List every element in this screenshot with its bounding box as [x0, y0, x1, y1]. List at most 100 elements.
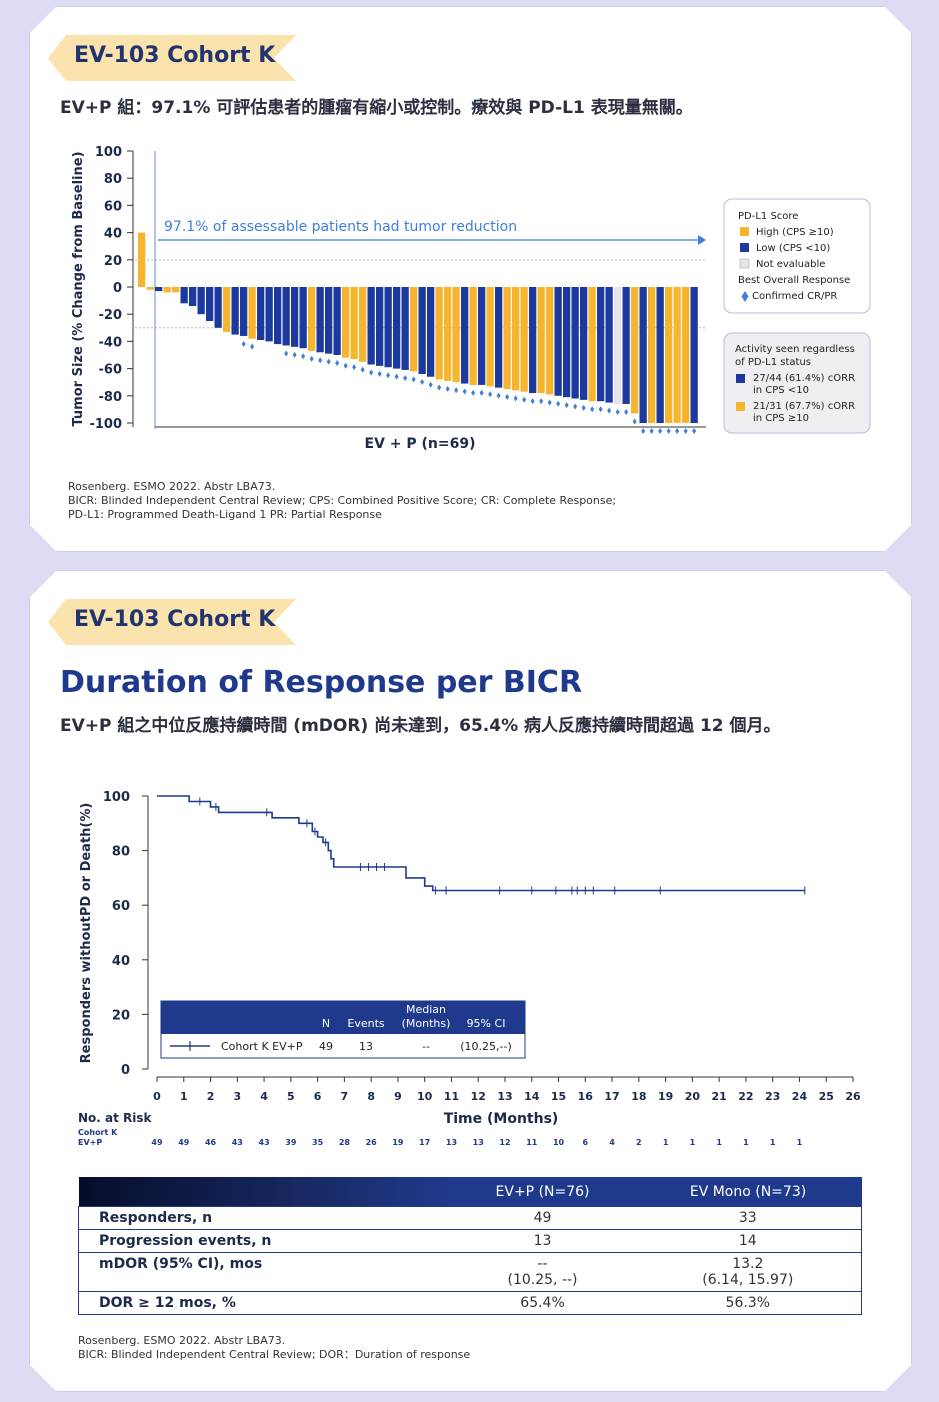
legend-ne: Not evaluable [756, 259, 825, 270]
waterfall-bar [563, 287, 570, 397]
waterfall-bar [385, 287, 392, 367]
waterfall-bar [283, 287, 290, 345]
y-tick-label: -60 [99, 363, 123, 378]
table-row: DOR ≥ 12 mos, % 65.4% 56.3% [79, 1292, 862, 1315]
waterfall-bar [648, 287, 655, 423]
y-tick-label: 40 [104, 227, 122, 242]
at-risk-count: 13 [446, 1138, 457, 1147]
km-x-tick-label: 4 [260, 1090, 268, 1103]
km-x-tick-label: 18 [631, 1090, 646, 1103]
waterfall-bar [682, 287, 689, 423]
response-diamond [488, 391, 492, 397]
waterfall-bar [623, 287, 630, 404]
response-diamond [395, 374, 399, 380]
waterfall-bar [291, 287, 298, 347]
response-diamond [403, 375, 407, 381]
footnote-line: BICR: Blinded Independent Central Review… [68, 494, 617, 507]
at-risk-count: 28 [339, 1138, 351, 1147]
response-diamond [514, 395, 518, 401]
waterfall-bar [300, 287, 307, 348]
km-y-tick-label: 40 [112, 954, 130, 969]
waterfall-bar [189, 287, 196, 306]
row-value-evmono: 56.3% [635, 1292, 862, 1315]
legend-high-swatch [740, 227, 749, 236]
response-diamond [556, 401, 560, 407]
waterfall-bar [436, 287, 443, 379]
row-label: Responders, n [79, 1207, 451, 1230]
dor-subtitle: EV+P 組之中位反應持續時間 (mDOR) 尚未達到，65.4% 病人反應持續… [60, 716, 781, 736]
km-legend-months: (Months) [402, 1017, 451, 1030]
km-x-tick-label: 6 [314, 1090, 322, 1103]
waterfall-bar [512, 287, 519, 390]
response-diamond [446, 386, 450, 392]
dor-footnote: Rosenberg. ESMO 2022. Abstr LBA73. BICR:… [78, 1334, 470, 1362]
km-legend-row-ci: (10.25,--) [460, 1040, 512, 1053]
at-risk-count: 26 [366, 1138, 378, 1147]
response-diamond [599, 406, 603, 412]
waterfall-bar [597, 287, 604, 401]
row-value-evp: -- (10.25, --) [451, 1253, 635, 1292]
at-risk-count: 2 [636, 1138, 642, 1147]
km-x-tick-label: 3 [233, 1090, 241, 1103]
row-value-evmono: 33 [635, 1207, 862, 1230]
row-label: DOR ≥ 12 mos, % [79, 1292, 451, 1315]
legend-title: PD-L1 Score [738, 211, 798, 222]
response-diamond [616, 409, 620, 415]
response-diamond [437, 384, 441, 390]
waterfall-bar [342, 287, 349, 358]
km-x-tick-label: 5 [287, 1090, 295, 1103]
waterfall-bar [614, 287, 621, 404]
mdor-ci: (6.14, 15.97) [702, 1272, 794, 1288]
response-diamond [480, 390, 484, 396]
y-tick-label: -20 [99, 308, 123, 323]
y-tick-label: 100 [95, 145, 122, 160]
risk-label: No. at Risk [78, 1111, 153, 1125]
waterfall-bar [147, 287, 154, 290]
at-risk-count: 6 [583, 1138, 589, 1147]
at-risk-count: 4 [609, 1138, 615, 1147]
response-diamond [658, 428, 662, 434]
waterfall-bar [410, 287, 417, 371]
waterfall-bar [138, 233, 145, 287]
response-diamond [548, 399, 552, 405]
km-legend-row-label: Cohort K EV+P [221, 1040, 303, 1053]
response-diamond [318, 357, 322, 363]
y-axis-label: Tumor Size (% Change from Baseline) [71, 151, 86, 426]
km-x-tick-label: 23 [765, 1090, 780, 1103]
waterfall-bar [402, 287, 409, 370]
response-diamond [412, 376, 416, 382]
km-y-tick-label: 20 [112, 1008, 130, 1023]
at-risk-count: 10 [553, 1138, 565, 1147]
km-x-label: Time (Months) [444, 1111, 559, 1127]
response-diamond [505, 394, 509, 400]
km-legend-n: N [322, 1017, 330, 1030]
waterfall-bar [240, 287, 247, 336]
waterfall-bar [164, 287, 171, 292]
waterfall-bar [640, 287, 647, 423]
km-legend-ci: 95% CI [467, 1017, 506, 1030]
km-x-tick-label: 14 [524, 1090, 540, 1103]
at-risk-count: 1 [743, 1138, 749, 1147]
km-x-tick-label: 7 [341, 1090, 349, 1103]
waterfall-bar [529, 287, 536, 393]
response-diamond [378, 371, 382, 377]
waterfall-bar [274, 287, 281, 344]
waterfall-bar [691, 287, 698, 423]
km-x-tick-label: 8 [367, 1090, 375, 1103]
waterfall-bar [504, 287, 511, 389]
legend-high: High (CPS ≥10) [756, 227, 834, 238]
row-label: mDOR (95% CI), mos [79, 1253, 451, 1292]
activity-box [724, 333, 870, 433]
km-y-tick-label: 60 [112, 899, 130, 914]
response-diamond [582, 405, 586, 411]
km-x-tick-label: 1 [180, 1090, 188, 1103]
activity-high-text: 21/31 (67.7%) cORR in CPS ≥10 [753, 401, 855, 424]
cohort-banner-text: EV-103 Cohort K [74, 43, 276, 68]
at-risk-count: 1 [770, 1138, 776, 1147]
km-x-tick-label: 10 [417, 1090, 433, 1103]
activity-low-swatch [736, 374, 745, 383]
at-risk-count: 39 [285, 1138, 297, 1147]
diamond-icon [742, 291, 749, 302]
km-legend-row-median: -- [422, 1040, 430, 1053]
